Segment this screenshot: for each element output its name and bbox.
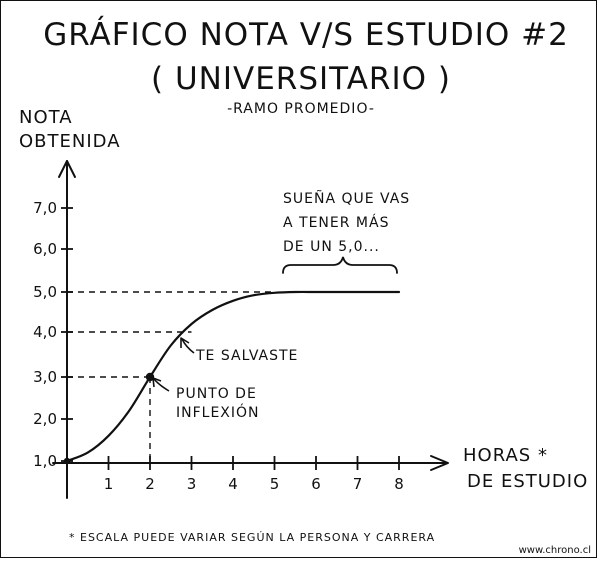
x-ticks: 1 2 3 4 5 6 7 8: [104, 456, 404, 493]
x-axis-title-line-1: HORAS *: [463, 445, 548, 466]
x-axis: [52, 455, 449, 471]
curly-brace: [282, 256, 398, 274]
annotation-te-salvaste: TE SALVASTE: [180, 337, 298, 364]
y-tick-label: 5,0: [33, 283, 57, 301]
x-tick-label: 7: [353, 475, 363, 493]
annotation-inflexion-line-2: INFLEXIÓN: [176, 403, 260, 421]
x-tick-label: 6: [311, 475, 321, 493]
chart-subtitle: ( UNIVERSITARIO ): [151, 61, 451, 97]
annotation-inflexion-line-1: PUNTO DE: [176, 386, 257, 402]
chart-title: GRÁFICO NOTA V/S ESTUDIO #2: [43, 17, 569, 53]
x-tick-label: 4: [228, 475, 238, 493]
footnote: * ESCALA PUEDE VARIAR SEGÚN LA PERSONA Y…: [69, 531, 435, 544]
x-axis-title-line-2: DE ESTUDIO: [467, 471, 588, 492]
x-tick-label: 5: [270, 475, 280, 493]
y-axis-title-line-1: NOTA: [19, 107, 73, 128]
annotation-suena: SUEÑA QUE VAS A TENER MÁS DE UN 5,0...: [282, 190, 410, 274]
credit: www.chrono.cl: [519, 545, 591, 556]
series-layer: [63, 290, 401, 465]
y-ticks: 1,0 2,0 3,0 4,0 5,0 6,0 7,0: [33, 199, 73, 470]
guide-lines: [67, 291, 275, 463]
y-axis-title-line-2: OBTENIDA: [19, 131, 121, 152]
y-tick-label: 4,0: [33, 323, 57, 341]
annotation-inflexion: PUNTO DE INFLEXIÓN: [152, 377, 260, 421]
y-tick-label: 1,0: [33, 452, 57, 470]
y-tick-label: 6,0: [33, 240, 57, 258]
y-tick-label: 3,0: [33, 368, 57, 386]
annotation-suena-line-3: DE UN 5,0...: [283, 239, 380, 255]
x-tick-label: 3: [187, 475, 197, 493]
y-tick-label: 2,0: [33, 410, 57, 428]
annotation-suena-line-1: SUEÑA QUE VAS: [283, 190, 410, 207]
origin-point: [63, 457, 71, 465]
y-tick-label: 7,0: [33, 199, 57, 217]
annotation-suena-line-2: A TENER MÁS: [283, 214, 389, 231]
inflection-point: [145, 372, 155, 382]
annotation-te-salvaste-text: TE SALVASTE: [195, 348, 298, 364]
x-tick-label: 2: [145, 475, 155, 493]
series-line: [65, 290, 401, 463]
x-tick-label: 1: [104, 475, 114, 493]
chart-subsubtitle: -RAMO PROMEDIO-: [227, 101, 375, 117]
x-tick-label: 8: [394, 475, 404, 493]
y-axis: [58, 160, 76, 499]
